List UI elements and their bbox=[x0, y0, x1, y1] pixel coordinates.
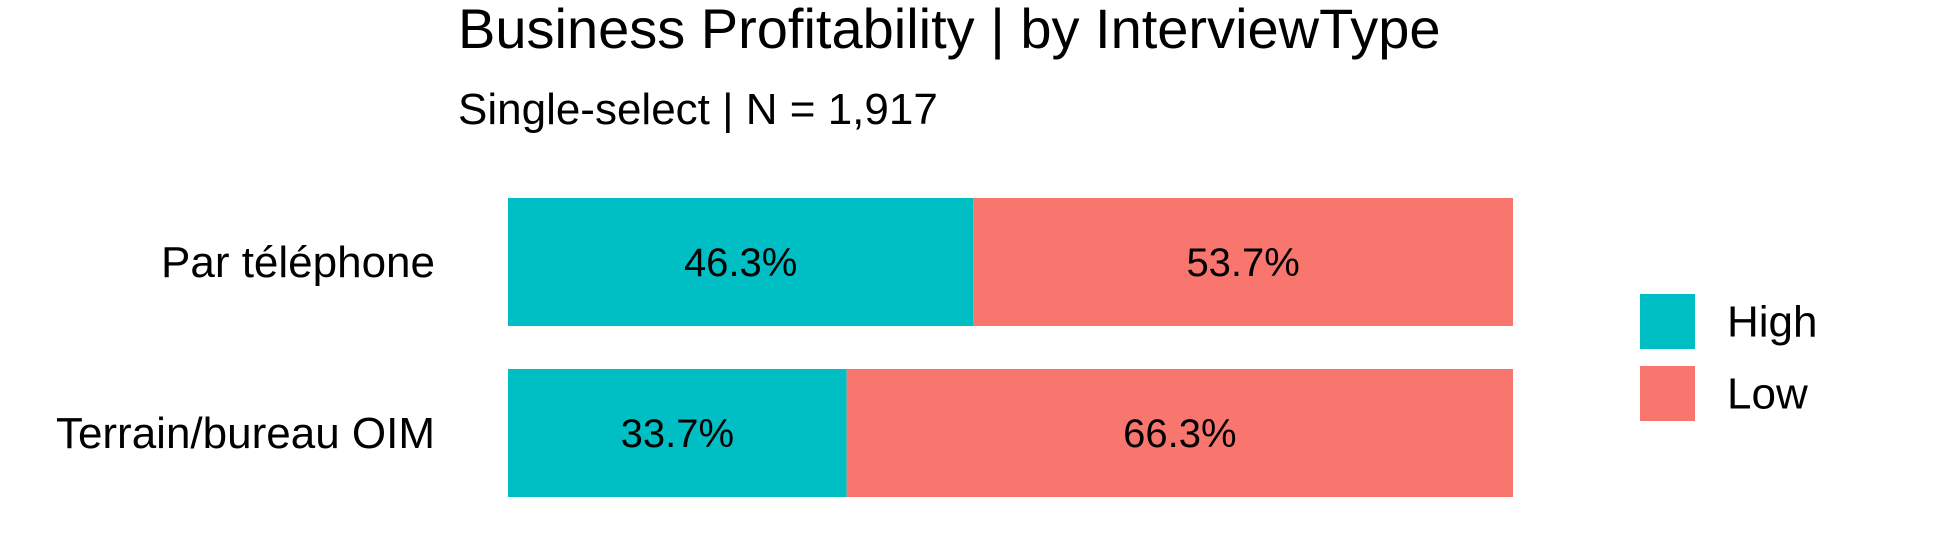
bar-segment-high bbox=[508, 198, 974, 326]
bar-value-label: 46.3% bbox=[684, 241, 797, 285]
chart-title: Business Profitability | by InterviewTyp… bbox=[458, 0, 1441, 60]
bar-segment-low bbox=[973, 198, 1513, 326]
category-label: Terrain/bureau OIM bbox=[56, 409, 435, 458]
legend: High Low bbox=[1640, 294, 1818, 421]
bar-value-label: 66.3% bbox=[1123, 412, 1236, 456]
legend-label-high: High bbox=[1727, 298, 1818, 347]
bar-value-label: 33.7% bbox=[621, 412, 734, 456]
plot-area: Par téléphone 46.3% 53.7% Terrain/bureau OI… bbox=[56, 198, 1513, 497]
legend-label-low: Low bbox=[1727, 370, 1808, 419]
chart-subtitle: Single-select | N = 1,917 bbox=[458, 85, 938, 134]
bar-value-label: 53.7% bbox=[1186, 241, 1299, 285]
bar-segment-high bbox=[508, 369, 847, 497]
bar-segment-low bbox=[846, 369, 1513, 497]
category-label: Par téléphone bbox=[161, 238, 435, 287]
legend-key-low bbox=[1640, 366, 1695, 421]
legend-key-high bbox=[1640, 294, 1695, 349]
